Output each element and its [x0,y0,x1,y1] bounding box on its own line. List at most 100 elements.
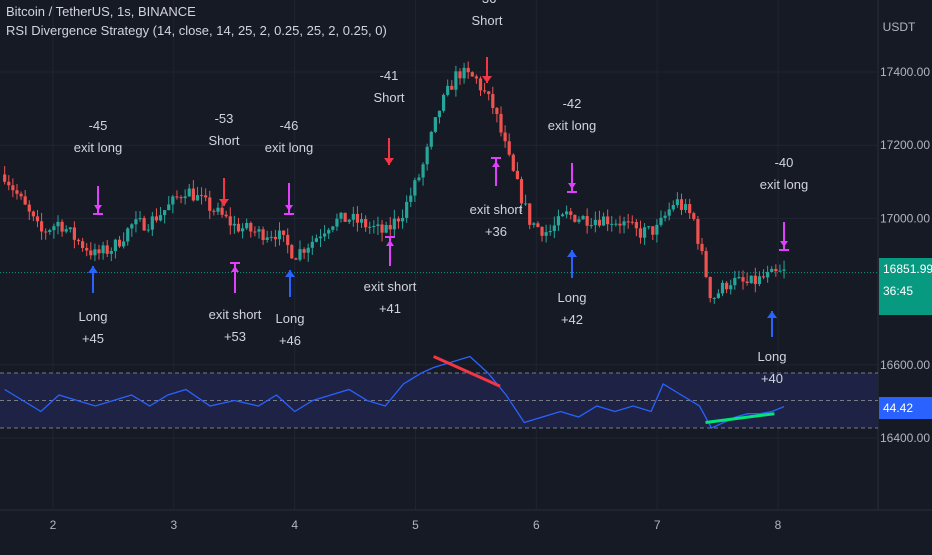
signal-long[interactable]: Long +42 [558,250,587,327]
signal-exit[interactable]: exit short +41 [364,236,417,316]
signal-label-bottom: exit long [760,177,808,192]
candle-body [224,214,228,217]
signal-long[interactable]: Long +45 [79,266,108,346]
candle-body [647,226,651,228]
candle-body [150,216,154,230]
candle-body [7,181,11,186]
signal-long[interactable]: Long +40 [758,311,787,386]
signal-label-top: -42 [563,96,582,111]
candle-body [770,268,774,272]
candle-body [11,185,15,191]
candle-body [729,285,733,290]
signal-exit[interactable]: -45 exit long [74,118,122,215]
candle-body [44,231,48,233]
candle-body [400,217,405,222]
candle-body [638,228,643,238]
last-price-badge: 16851.99 36:45 [879,258,932,315]
price-tick: 16400.00 [880,431,930,445]
time-scale[interactable]: 2 3 4 5 6 7 8 [50,518,782,532]
signal-exit[interactable]: exit short +36 [470,157,523,239]
price-tick: 16600.00 [880,358,930,372]
signal-short[interactable]: -36 Short [471,0,503,83]
candle-body [470,72,474,77]
candle-body [355,213,360,223]
candle-body [179,197,183,199]
candle-body [195,195,200,201]
signal-label-top: Long [79,309,108,324]
rsi-levels [0,372,878,429]
candle-body [52,226,56,231]
candle-body [499,113,503,133]
signal-arrow-head [386,240,394,246]
candle-body [626,221,630,223]
symbol-title[interactable]: Bitcoin / TetherUS, 1s, BINANCE [6,4,196,19]
candle-body [117,239,122,247]
signal-label-bottom: +41 [379,301,401,316]
candle-body [257,229,261,232]
candle-body [761,276,766,278]
candle-body [93,249,97,256]
candle-body [290,245,294,259]
candle-body [323,233,327,237]
signal-exit[interactable]: -40 exit long [760,155,808,251]
candle-body [589,225,593,227]
signal-short[interactable]: -53 Short [208,111,240,206]
candle-body [302,249,306,253]
candle-body [376,224,380,226]
candle-body [737,277,741,279]
price-tick: 17000.00 [880,211,930,225]
signal-long[interactable]: Long +46 [276,270,305,348]
candle-body [597,219,602,226]
signal-label-bottom: exit long [548,118,596,133]
candle-body [138,218,142,220]
rsi-value-badge: 44.42 [879,397,932,419]
candle-body [212,210,216,212]
chart-grid [0,0,932,511]
candle-body [113,239,118,252]
candle-body [524,203,528,205]
candle-body [122,241,126,247]
signal-label-top: exit short [364,279,417,294]
candle-body [659,217,663,225]
candle-body [655,224,659,235]
signal-exit[interactable]: -46 exit long [265,118,313,215]
price-scale[interactable]: USDT 17400.00 17200.00 17000.00 16600.00 1640… [880,20,930,445]
candle-body [372,225,376,227]
candlesticks[interactable] [3,61,786,304]
strategy-legend[interactable]: RSI Divergence Strategy (14, close, 14, … [6,23,387,38]
candle-body [610,223,614,225]
candle-body [101,245,105,254]
signal-short[interactable]: -41 Short [373,68,405,165]
candle-body [130,224,134,229]
candle-body [76,239,81,242]
candle-body [618,223,622,226]
signal-exit[interactable]: exit short +53 [209,262,262,344]
candle-body [277,230,282,240]
signal-label-bottom: Short [373,90,404,105]
time-tick: 2 [50,518,57,532]
candle-body [265,237,269,240]
candle-body [630,221,634,223]
candle-body [405,201,409,218]
signal-arrow-head [384,158,394,165]
candle-body [487,91,491,95]
candle-body [778,270,782,272]
candle-body [331,226,335,230]
time-tick: 5 [412,518,419,532]
candle-body [560,214,565,217]
signal-label-top: exit short [470,202,523,217]
candle-body [417,177,421,181]
candle-body [466,67,470,73]
candle-body [766,271,770,278]
candle-body [683,204,688,210]
rsi-band [0,373,878,428]
signal-exit[interactable]: -42 exit long [548,96,596,193]
candle-body [380,224,384,233]
signal-arrow-head [767,311,777,318]
candle-body [507,141,511,155]
candle-body [306,247,310,253]
candle-body [294,258,298,260]
candle-body [782,269,786,271]
